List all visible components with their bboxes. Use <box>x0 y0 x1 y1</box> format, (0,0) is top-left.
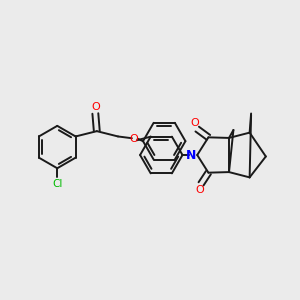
Text: Cl: Cl <box>52 178 62 189</box>
Text: O: O <box>190 118 199 128</box>
Text: O: O <box>195 185 204 195</box>
Text: O: O <box>91 102 100 112</box>
Text: N: N <box>186 148 196 161</box>
Text: O: O <box>129 134 138 144</box>
